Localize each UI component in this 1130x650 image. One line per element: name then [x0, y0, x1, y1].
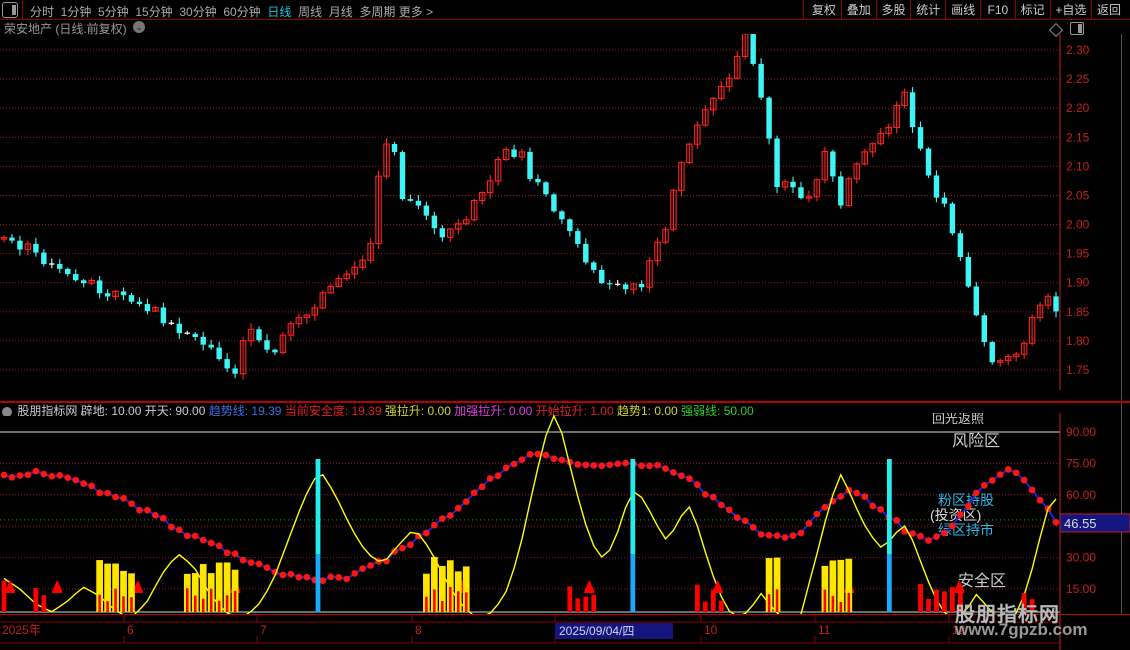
svg-text:7: 7 — [260, 623, 267, 637]
svg-text:1.85: 1.85 — [1066, 305, 1090, 319]
svg-text:2025/09/04/四: 2025/09/04/四 — [559, 624, 634, 638]
svg-text:风险区: 风险区 — [952, 432, 1000, 450]
svg-text:2.05: 2.05 — [1066, 188, 1090, 202]
svg-text:6: 6 — [127, 623, 134, 637]
svg-text:1.90: 1.90 — [1066, 276, 1090, 290]
svg-text:8: 8 — [415, 623, 422, 637]
svg-text:60.00: 60.00 — [1066, 488, 1096, 502]
svg-text:1.95: 1.95 — [1066, 247, 1090, 261]
svg-text:75.00: 75.00 — [1066, 456, 1096, 470]
svg-text:安全区: 安全区 — [958, 572, 1006, 590]
svg-text:11: 11 — [818, 623, 831, 637]
svg-text:2.25: 2.25 — [1066, 72, 1090, 86]
svg-text:2.20: 2.20 — [1066, 101, 1090, 115]
svg-text:90.00: 90.00 — [1066, 425, 1096, 439]
svg-text:1.80: 1.80 — [1066, 334, 1090, 348]
svg-text:1.75: 1.75 — [1066, 363, 1090, 377]
svg-text:回光返照: 回光返照 — [932, 413, 984, 426]
svg-text:30.00: 30.00 — [1066, 551, 1096, 565]
svg-text:2.00: 2.00 — [1066, 218, 1090, 232]
svg-text:2025年: 2025年 — [2, 623, 41, 637]
svg-text:2.15: 2.15 — [1066, 130, 1090, 144]
svg-text:2.10: 2.10 — [1066, 159, 1090, 173]
svg-text:10: 10 — [704, 623, 718, 637]
svg-text:2.30: 2.30 — [1066, 43, 1090, 57]
svg-text:15.00: 15.00 — [1066, 582, 1096, 596]
svg-text:46.55: 46.55 — [1064, 516, 1097, 531]
